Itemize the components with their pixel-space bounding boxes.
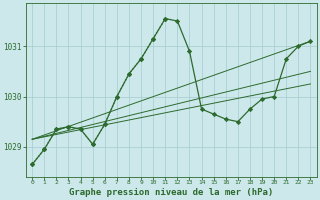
X-axis label: Graphe pression niveau de la mer (hPa): Graphe pression niveau de la mer (hPa) xyxy=(69,188,274,197)
